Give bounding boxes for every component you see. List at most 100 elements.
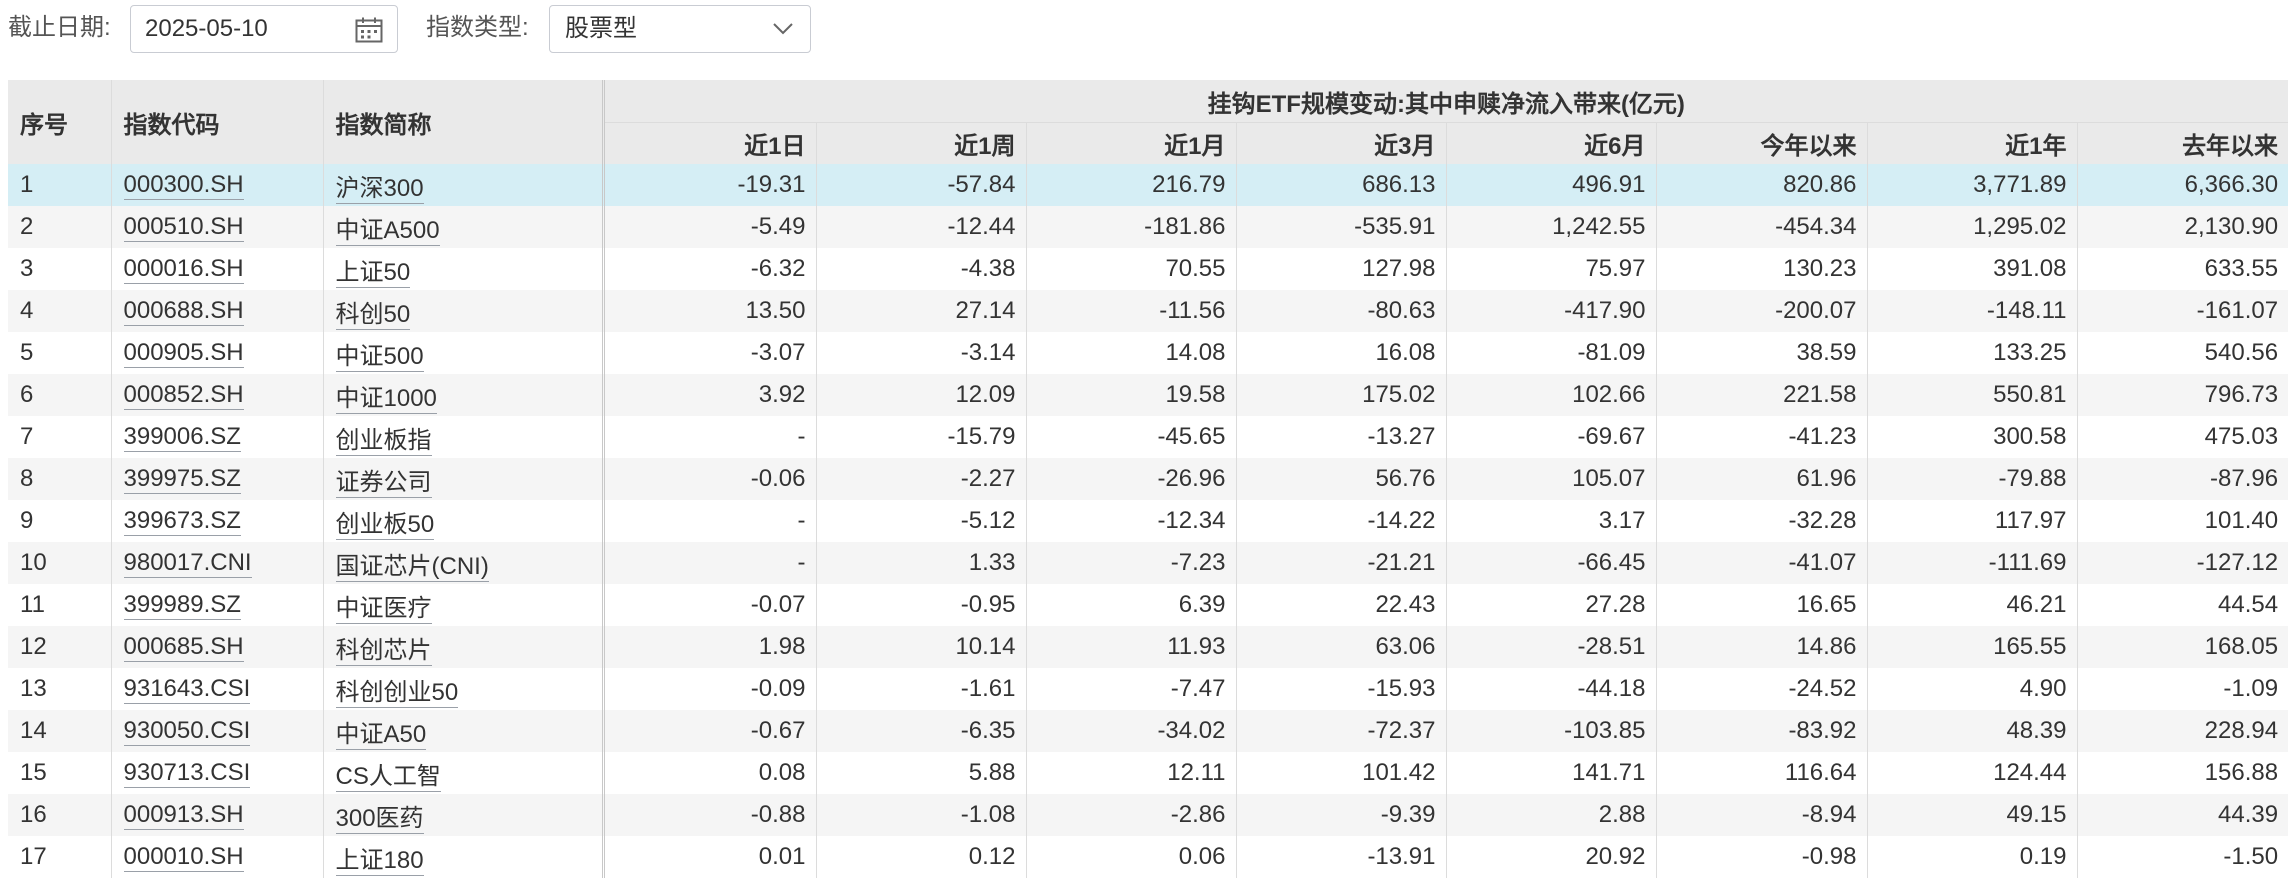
table-row[interactable]: 5 000905.SH 中证500 -3.07 -3.14 14.08 16.08 -81.0… [8, 332, 2288, 374]
index-code-link[interactable]: 930713.CSI [123, 759, 251, 788]
index-code-cell: 000010.SH [110, 836, 323, 878]
row-seq-cell: 6 [8, 374, 111, 416]
index-name-link[interactable]: 中证500 [335, 342, 424, 372]
index-type-value[interactable]: 股票型 [565, 15, 637, 42]
table-row[interactable]: 14 930050.CSI 中证A50 -0.67 -6.35 -34.02 -72.37-… [8, 710, 2288, 752]
index-name-cell: 创业板指 [322, 416, 603, 458]
index-code-link[interactable]: 399975.SZ [123, 465, 241, 494]
index-name-cell: 科创50 [322, 290, 603, 332]
table-row[interactable]: 1 000300.SH 沪深300 -19.31 -57.84 216.79 686.13 4… [8, 164, 2288, 206]
flow-value-cell: 102.66 [1445, 374, 1656, 416]
flow-value-cell: - [601, 500, 816, 542]
index-name-link[interactable]: 上证50 [335, 258, 411, 288]
index-name-link[interactable]: 中证1000 [335, 384, 437, 414]
table-row[interactable]: 7 399006.SZ 创业板指 - -15.79 -45.65 -13.27 -69.67-… [8, 416, 2288, 458]
index-code-link[interactable]: 399006.SZ [123, 423, 241, 452]
row-seq-cell: 5 [20, 339, 34, 366]
index-name-link[interactable]: 创业板50 [335, 510, 435, 540]
header-period-since-last-year[interactable]: 去年以来 [2076, 122, 2288, 164]
flow-value-cell: 3,771.89 [1866, 164, 2077, 206]
table-row[interactable]: 2 000510.SH 中证A500 -5.49 -12.44 -181.86 -535.9… [8, 206, 2288, 248]
flow-value-cell: -0.98 [1655, 836, 1867, 878]
index-name-cell: 证券公司 [322, 458, 603, 500]
index-code-cell: 000016.SH [110, 248, 323, 290]
flow-value-cell: -3.07 [601, 332, 816, 374]
index-code-link[interactable]: 980017.CNI [123, 549, 252, 578]
index-code-link[interactable]: 399989.SZ [123, 591, 241, 620]
index-code-link[interactable]: 000688.SH [123, 297, 244, 326]
table-row[interactable]: 9 399673.SZ 创业板50 - -5.12 -12.34 -14.22 3.17 -32… [8, 500, 2288, 542]
index-name-link[interactable]: 科创50 [335, 300, 411, 330]
table-row[interactable]: 13 931643.CSI 科创创业50 -0.09 -1.61 -7.47 -15.93-… [8, 668, 2288, 710]
table-row[interactable]: 11 399989.SZ 中证医疗 -0.07 -0.95 6.39 22.43 27.28 1… [8, 584, 2288, 626]
table-row[interactable]: 4 000688.SH 科创50 13.50 27.14 -11.56 -80.63 -417… [8, 290, 2288, 332]
index-name-link[interactable]: 证券公司 [335, 468, 432, 498]
index-code-link[interactable]: 000852.SH [123, 381, 244, 410]
index-code-cell: 980017.CNI [110, 542, 323, 584]
table-row[interactable]: 6 000852.SH 中证1000 3.92 12.09 19.58 175.02 102.… [8, 374, 2288, 416]
flow-value-cell: 13.50 [601, 290, 816, 332]
index-code-link[interactable]: 000913.SH [123, 801, 244, 830]
chevron-down-icon[interactable] [772, 22, 794, 36]
index-name-link[interactable]: 上证180 [335, 846, 424, 876]
flow-value-cell: - [601, 416, 816, 458]
index-name-link[interactable]: 中证A50 [335, 720, 427, 750]
index-name-link[interactable]: 创业板指 [335, 426, 432, 456]
index-code-link[interactable]: 000510.SH [123, 213, 244, 242]
table-row[interactable]: 15 930713.CSI CS人工智 0.08 5.88 12.11 101.42 141.… [8, 752, 2288, 794]
table-row[interactable]: 3 000016.SH 上证50 -6.32 -4.38 70.55 127.98 75.97… [8, 248, 2288, 290]
index-code-link[interactable]: 000010.SH [123, 843, 244, 872]
index-name-link[interactable]: CS人工智 [335, 762, 441, 792]
table-row[interactable]: 17 000010.SH 上证180 0.01 0.12 0.06 -13.91 20.92-… [8, 836, 2288, 878]
header-period-3m[interactable]: 近3月 [1235, 122, 1446, 164]
header-seq[interactable]: 序号 [8, 80, 111, 164]
table-row[interactable]: 16 000913.SH 300医药 -0.88 -1.08 -2.86 -9.39 2.88… [8, 794, 2288, 836]
index-code-cell: 000913.SH [110, 794, 323, 836]
header-index-name[interactable]: 指数简称 [322, 80, 603, 164]
flow-value-cell: 117.97 [1866, 500, 2077, 542]
index-code-link[interactable]: 930050.CSI [123, 717, 251, 746]
header-period-1m[interactable]: 近1月 [1025, 122, 1236, 164]
table-row[interactable]: 8 399975.SZ 证券公司 -0.06 -2.27 -26.96 56.76 105.0… [8, 458, 2288, 500]
flow-value-cell: 19.58 [1025, 374, 1236, 416]
calendar-icon[interactable] [355, 17, 383, 43]
index-name-link[interactable]: 中证医疗 [335, 594, 432, 624]
table-row[interactable]: 12 000685.SH 科创芯片 1.98 10.14 11.93 63.06 -28.51… [8, 626, 2288, 668]
header-period-6m[interactable]: 近6月 [1445, 122, 1656, 164]
index-code-link[interactable]: 000905.SH [123, 339, 244, 368]
index-code-link[interactable]: 000300.SH [123, 171, 244, 200]
index-code-link[interactable]: 000685.SH [123, 633, 244, 662]
flow-value-cell: 14.08 [1025, 332, 1236, 374]
index-type-select[interactable]: 股票型 [549, 5, 811, 53]
index-code-link[interactable]: 931643.CSI [123, 675, 251, 704]
index-name-link[interactable]: 沪深300 [335, 174, 424, 204]
table-row[interactable]: 10 980017.CNI 国证芯片(CNI) -1.33 -7.23 -21.21 -66… [8, 542, 2288, 584]
row-seq-cell: 13 [20, 675, 47, 702]
flow-value-cell: 3.92 [601, 374, 816, 416]
index-name-link[interactable]: 国证芯片(CNI) [335, 552, 489, 582]
flow-value-cell: -72.37 [1235, 710, 1446, 752]
flow-value-cell: -15.93 [1235, 668, 1446, 710]
header-index-code[interactable]: 指数代码 [110, 80, 323, 164]
index-code-cell: 000905.SH [110, 332, 323, 374]
flow-value-cell: 475.03 [2076, 416, 2288, 458]
flow-value-cell: -57.84 [815, 164, 1026, 206]
index-code-link[interactable]: 000016.SH [123, 255, 244, 284]
date-value[interactable]: 2025-05-10 [145, 15, 268, 42]
flow-value-cell: 61.96 [1655, 458, 1867, 500]
index-name-link[interactable]: 中证A500 [335, 216, 440, 246]
row-seq-cell: 14 [8, 710, 111, 752]
header-period-ytd[interactable]: 今年以来 [1655, 122, 1867, 164]
header-period-1w[interactable]: 近1周 [815, 122, 1026, 164]
flow-value-cell: -0.06 [601, 458, 816, 500]
index-name-link[interactable]: 300医药 [335, 804, 424, 834]
index-code-link[interactable]: 399673.SZ [123, 507, 241, 536]
header-period-1y[interactable]: 近1年 [1866, 122, 2077, 164]
index-name-cell: 中证1000 [322, 374, 603, 416]
index-name-link[interactable]: 科创创业50 [335, 678, 459, 708]
header-periods-row: 近1日 近1周 近1月 近3月 近6月 今年以来 近1年 去年以来 [8, 122, 2288, 164]
index-name-cell: 国证芯片(CNI) [322, 542, 603, 584]
date-picker[interactable]: 2025-05-10 [130, 5, 398, 53]
index-name-link[interactable]: 科创芯片 [335, 636, 432, 666]
header-period-1d[interactable]: 近1日 [601, 122, 816, 164]
